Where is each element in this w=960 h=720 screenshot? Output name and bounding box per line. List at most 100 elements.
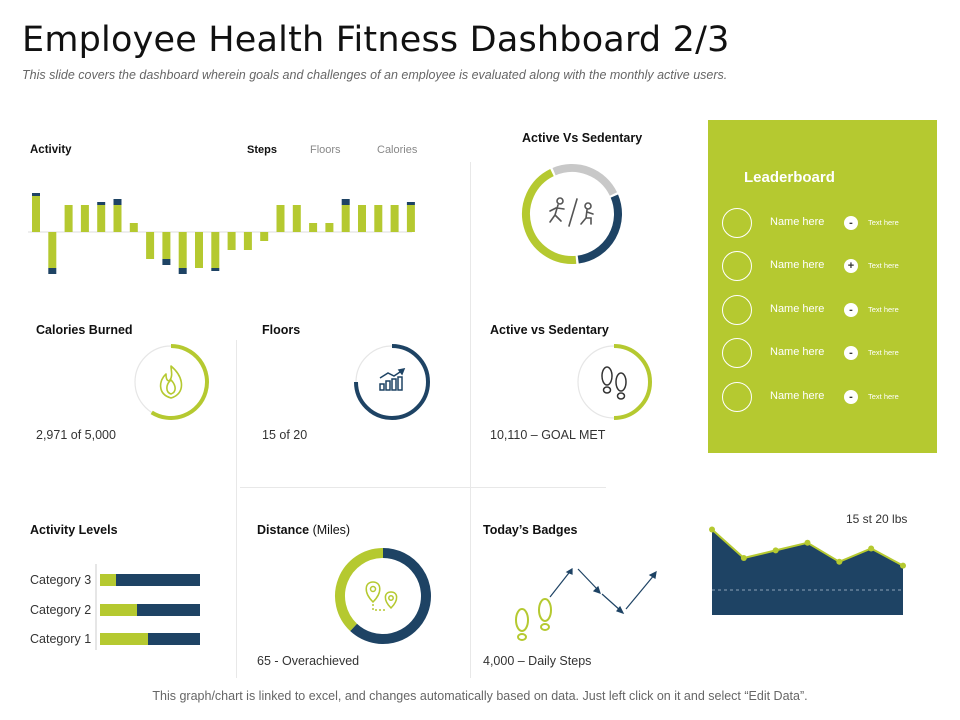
badges-value: 4,000 – Daily Steps bbox=[483, 654, 592, 668]
activity-bar-green bbox=[325, 223, 334, 232]
activity-bar-navy bbox=[406, 202, 415, 205]
leaderboard-title: Leaderboard bbox=[744, 169, 835, 186]
activity-bar-navy bbox=[32, 193, 40, 196]
activity-bar-navy bbox=[48, 268, 57, 274]
page-subtitle: This slide covers the dashboard wherein … bbox=[22, 68, 728, 82]
activity-bar-green bbox=[374, 205, 383, 232]
active-sedentary-progress-ring bbox=[577, 344, 652, 420]
divider-v-3 bbox=[470, 162, 471, 488]
activity-label: Activity bbox=[30, 144, 72, 156]
leaderboard-text: Text here bbox=[868, 348, 899, 357]
level-bar-navy bbox=[116, 574, 200, 586]
weight-point bbox=[709, 526, 715, 533]
activity-bar-green bbox=[260, 232, 269, 241]
activity-bar-green bbox=[292, 205, 301, 232]
category-label: Category 3 bbox=[30, 573, 92, 587]
distance-value: 65 - Overachieved bbox=[257, 654, 360, 668]
leaderboard-name: Name here bbox=[770, 216, 825, 228]
leaderboard-row[interactable]: Name here - Text here bbox=[722, 208, 932, 240]
activity-bar-green bbox=[32, 196, 40, 232]
leaderboard-name: Name here bbox=[770, 390, 825, 402]
activity-bar-green bbox=[195, 232, 203, 268]
active-sedentary-icon bbox=[549, 197, 594, 227]
level-bar-navy bbox=[137, 604, 200, 616]
activity-bar-green bbox=[64, 205, 73, 232]
leaderboard-row[interactable]: Name here + Text here bbox=[722, 251, 932, 283]
activity-bar-green bbox=[358, 205, 366, 232]
footer-note: This graph/chart is linked to excel, and… bbox=[152, 689, 808, 703]
activity-bar-green bbox=[227, 232, 236, 250]
distance-title: Distance bbox=[257, 523, 310, 537]
weight-point bbox=[772, 547, 779, 554]
flame-icon bbox=[159, 365, 183, 399]
distance-segment-green bbox=[335, 548, 384, 631]
divider-v-1 bbox=[236, 340, 237, 488]
calories-value: 2,971 of 5,000 bbox=[36, 428, 116, 442]
leaderboard-name: Name here bbox=[770, 303, 825, 315]
activity-bar-green bbox=[276, 205, 285, 232]
minus-icon: - bbox=[844, 303, 858, 317]
minus-icon: - bbox=[844, 346, 858, 360]
weight-label: 15 st 20 lbs bbox=[846, 512, 908, 526]
category-label: Category 2 bbox=[30, 603, 92, 617]
minus-icon: - bbox=[844, 216, 858, 230]
weight-point bbox=[900, 562, 906, 569]
leaderboard-text: Text here bbox=[868, 261, 899, 270]
active-vs-sedentary-value: 10,110 – GOAL MET bbox=[490, 428, 606, 442]
level-bar-green bbox=[100, 574, 116, 586]
leaderboard-name: Name here bbox=[770, 259, 825, 271]
distance-donut bbox=[335, 548, 431, 644]
avatar bbox=[722, 382, 752, 412]
level-bar-green bbox=[100, 633, 148, 645]
category-label: Category 1 bbox=[30, 632, 92, 646]
badges-graphic bbox=[515, 567, 657, 641]
leaderboard-row[interactable]: Name here - Text here bbox=[722, 338, 932, 370]
weight-point bbox=[804, 539, 811, 546]
donut-segment-gray bbox=[552, 164, 618, 196]
leaderboard-panel: Leaderboard Name here - Text here Name h… bbox=[708, 120, 937, 453]
page-title: Employee Health Fitness Dashboard 2/3 bbox=[22, 20, 730, 60]
calories-label: Calories Burned bbox=[36, 323, 133, 337]
floors-value: 15 of 20 bbox=[262, 428, 308, 442]
floors-label: Floors bbox=[262, 323, 301, 337]
donut-segment-green bbox=[522, 168, 577, 264]
weight-point bbox=[868, 545, 875, 552]
divider-v-4 bbox=[470, 488, 471, 678]
leaderboard-row[interactable]: Name here - Text here bbox=[722, 382, 932, 414]
legend-steps[interactable]: Steps bbox=[247, 144, 277, 156]
activity-levels-label: Activity Levels bbox=[30, 523, 118, 537]
calories-progress-ring bbox=[134, 344, 209, 420]
activity-bar-navy bbox=[341, 199, 350, 205]
activity-bar-chart bbox=[28, 193, 415, 274]
avatar bbox=[722, 208, 752, 238]
ring-progress bbox=[613, 344, 652, 420]
activity-bar-green bbox=[406, 205, 415, 232]
distance-label: Distance (Miles) bbox=[257, 523, 350, 537]
bar-chart-icon bbox=[379, 367, 406, 391]
level-bar-green bbox=[100, 604, 137, 616]
legend-floors[interactable]: Floors bbox=[310, 144, 341, 156]
activity-bar-green bbox=[390, 205, 399, 232]
ring-progress bbox=[354, 344, 430, 420]
trend-arrows-icon bbox=[549, 567, 657, 615]
leaderboard-text: Text here bbox=[868, 305, 899, 314]
leaderboard-text: Text here bbox=[868, 392, 899, 401]
avatar bbox=[722, 295, 752, 325]
active-vs-sedentary-top-label: Active Vs Sedentary bbox=[522, 131, 643, 145]
activity-bar-navy bbox=[211, 268, 220, 271]
activity-bar-green bbox=[341, 205, 350, 232]
avatar bbox=[722, 338, 752, 368]
weight-area-chart bbox=[709, 526, 906, 615]
activity-bar-navy bbox=[178, 268, 187, 274]
activity-bar-green bbox=[243, 232, 252, 250]
leaderboard-text: Text here bbox=[868, 218, 899, 227]
plus-icon: + bbox=[844, 259, 858, 273]
weight-point bbox=[836, 558, 843, 565]
leaderboard-row[interactable]: Name here - Text here bbox=[722, 295, 932, 327]
activity-bar-green bbox=[178, 232, 187, 268]
activity-bar-navy bbox=[113, 199, 122, 205]
activity-levels-chart bbox=[95, 564, 200, 650]
floors-progress-ring bbox=[354, 344, 430, 420]
legend-calories[interactable]: Calories bbox=[377, 144, 418, 156]
badges-label: Today’s Badges bbox=[483, 523, 578, 537]
